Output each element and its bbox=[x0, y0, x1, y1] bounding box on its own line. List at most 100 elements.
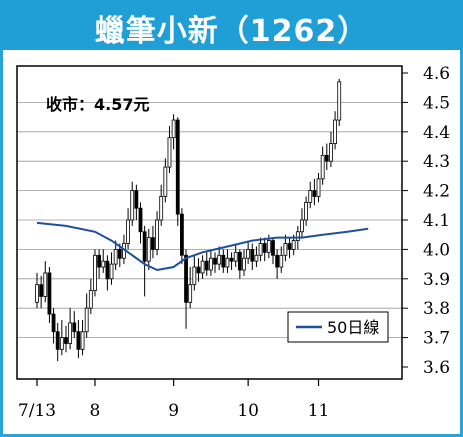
candle-body bbox=[72, 322, 77, 333]
candle-body bbox=[80, 331, 85, 350]
y-tick-label: 4.5 bbox=[423, 93, 450, 113]
x-tick-label: 11 bbox=[308, 401, 330, 421]
close-price-annotation: 收市：4.57元 bbox=[46, 95, 149, 114]
candle-body bbox=[254, 254, 259, 262]
candle-body bbox=[171, 119, 176, 139]
candle-body bbox=[117, 248, 122, 259]
candle-body bbox=[155, 219, 159, 250]
candle-body bbox=[39, 284, 44, 297]
candle-body bbox=[213, 257, 217, 265]
y-tick-label: 4.4 bbox=[423, 123, 450, 143]
candle-body bbox=[304, 201, 309, 221]
candle-body bbox=[208, 257, 213, 271]
candle-body bbox=[279, 254, 284, 268]
legend: 50日線 bbox=[287, 311, 389, 343]
candle-body bbox=[324, 154, 329, 162]
ma50-line bbox=[36, 221, 369, 272]
grid-lines bbox=[17, 102, 402, 339]
candle-body bbox=[283, 243, 288, 256]
candle-body bbox=[93, 254, 97, 291]
candle-body bbox=[35, 284, 39, 303]
candle-body bbox=[271, 240, 275, 256]
candle-body bbox=[184, 254, 188, 303]
y-tick-label: 4.0 bbox=[423, 240, 450, 260]
candle-body bbox=[97, 254, 101, 268]
candle-body bbox=[287, 243, 292, 250]
candle-body bbox=[105, 260, 110, 280]
y-tick-label: 4.6 bbox=[423, 64, 450, 84]
candle-body bbox=[55, 331, 60, 350]
x-tick-label: 10 bbox=[237, 401, 259, 421]
candle-body bbox=[275, 254, 280, 268]
candle-body bbox=[109, 263, 114, 280]
candle-body bbox=[320, 154, 325, 180]
title-banner: 蠟筆小新（1262） bbox=[0, 0, 463, 50]
candle-body bbox=[291, 240, 296, 250]
candle-body bbox=[246, 248, 251, 259]
candle-body bbox=[258, 243, 263, 256]
y-axis-ticks: 3.6 3.7 3.8 3.9 4.0 4.1 4.2 4.3 4.4 4.5 4.6 bbox=[402, 64, 450, 378]
candle-body bbox=[221, 254, 226, 268]
x-tick-label: 8 bbox=[90, 401, 101, 421]
x-tick-label: 7/13 bbox=[18, 401, 56, 421]
candle-body bbox=[146, 237, 151, 262]
candle-body bbox=[229, 257, 234, 262]
candle-body bbox=[312, 190, 317, 197]
candle-body bbox=[337, 81, 342, 121]
candle-body bbox=[43, 272, 48, 297]
candle-body bbox=[64, 337, 68, 344]
y-tick-label: 3.9 bbox=[423, 270, 450, 290]
candle-body bbox=[308, 190, 313, 203]
y-tick-label: 3.6 bbox=[423, 358, 450, 378]
candle-body bbox=[59, 337, 64, 350]
candle-body bbox=[237, 251, 242, 271]
candle-body bbox=[159, 196, 164, 221]
candle-body bbox=[242, 257, 246, 271]
y-tick-label: 4.3 bbox=[423, 152, 450, 172]
candle-body bbox=[188, 284, 193, 303]
candle-body bbox=[196, 266, 201, 274]
y-tick-label: 4.1 bbox=[423, 211, 450, 231]
candle-body bbox=[295, 231, 300, 241]
candle-body bbox=[84, 307, 89, 333]
candle-body bbox=[126, 219, 130, 244]
candle-body bbox=[130, 190, 135, 221]
x-tick-label: 9 bbox=[168, 401, 179, 421]
candle-body bbox=[316, 178, 321, 197]
candle-body bbox=[192, 266, 197, 286]
candle-body bbox=[300, 219, 304, 233]
candle-body bbox=[76, 331, 81, 350]
candle-body bbox=[329, 143, 333, 162]
candle-body bbox=[142, 231, 147, 262]
plot-border bbox=[16, 65, 403, 380]
candle-body bbox=[151, 237, 155, 250]
candle-body bbox=[101, 260, 106, 268]
y-tick-label: 4.2 bbox=[423, 182, 450, 202]
candle-body bbox=[204, 260, 209, 271]
candle-body bbox=[47, 272, 52, 315]
candle-body bbox=[163, 166, 168, 197]
candle-body bbox=[51, 313, 56, 333]
candle-body bbox=[266, 240, 271, 253]
candle-body bbox=[333, 119, 337, 144]
candle-body bbox=[134, 190, 139, 209]
candle-body bbox=[167, 137, 172, 168]
candle-body bbox=[138, 207, 143, 233]
candle-body bbox=[68, 322, 73, 344]
y-tick-label: 3.7 bbox=[423, 329, 450, 349]
candle-body bbox=[175, 119, 180, 215]
y-tick-label: 3.8 bbox=[423, 299, 450, 319]
x-axis-ticks: 7/13 8 9 10 11 bbox=[18, 379, 329, 421]
candle-body bbox=[233, 251, 238, 262]
candle-body bbox=[200, 260, 205, 274]
candle-body bbox=[225, 257, 230, 268]
candle-body bbox=[113, 248, 118, 265]
candlestick-series bbox=[35, 78, 342, 362]
candle-body bbox=[250, 248, 255, 262]
candle-body bbox=[179, 213, 184, 256]
legend-label: 50日線 bbox=[327, 318, 379, 337]
candle-body bbox=[88, 290, 93, 309]
candle-body bbox=[262, 243, 267, 253]
